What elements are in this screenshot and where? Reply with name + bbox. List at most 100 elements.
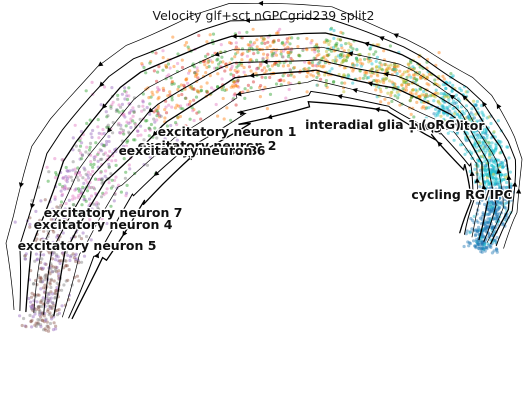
cell-point: [131, 119, 135, 123]
cell-point: [469, 120, 473, 125]
cell-point: [55, 226, 59, 230]
cell-point: [44, 262, 48, 266]
cell-point: [492, 130, 496, 134]
cell-point: [42, 320, 47, 324]
cell-point: [52, 247, 57, 251]
cell-point: [54, 173, 59, 177]
cell-point: [315, 64, 319, 68]
cell-point: [167, 73, 171, 77]
cell-point: [286, 50, 290, 54]
cell-point: [344, 58, 348, 62]
cell-point: [470, 218, 475, 222]
cell-point: [468, 230, 473, 234]
cell-point: [483, 202, 487, 206]
cell-point: [479, 127, 483, 131]
cell-point: [500, 160, 504, 164]
cell-point: [144, 71, 148, 75]
cell-point: [107, 139, 111, 144]
cell-point: [64, 178, 68, 182]
cell-point: [499, 193, 503, 197]
cell-point: [197, 110, 201, 114]
cell-point: [469, 135, 473, 139]
cell-point: [133, 138, 137, 142]
cell-point: [124, 144, 128, 148]
cell-point: [88, 118, 92, 122]
cell-point: [447, 98, 451, 102]
cell-point: [47, 313, 51, 317]
cell-point: [115, 108, 119, 112]
cell-point: [33, 246, 37, 251]
cell-point: [492, 165, 496, 169]
cell-point: [338, 53, 343, 57]
cell-point: [182, 83, 186, 87]
cell-point: [47, 326, 51, 330]
cell-point: [51, 228, 55, 232]
cell-point: [155, 79, 159, 83]
cell-point: [40, 312, 44, 316]
cell-point: [82, 195, 86, 199]
cell-point: [505, 145, 509, 149]
cell-point: [214, 102, 218, 107]
cell-point: [141, 100, 145, 104]
cell-point: [148, 128, 152, 132]
cell-point: [157, 88, 161, 92]
cell-point: [86, 173, 90, 177]
cell-point: [153, 126, 157, 130]
cell-point: [396, 96, 400, 100]
cell-point: [483, 229, 487, 233]
cell-point: [68, 169, 72, 173]
cell-point: [355, 56, 359, 60]
cell-point: [496, 207, 500, 211]
cell-point: [147, 134, 151, 138]
streamline-arrowhead: [496, 168, 502, 174]
cell-point: [332, 28, 336, 33]
cell-point: [79, 187, 83, 192]
cell-point: [102, 143, 106, 147]
cell-point: [345, 55, 350, 59]
cell-point: [504, 197, 508, 201]
cell-point: [305, 47, 309, 51]
cell-point: [96, 118, 100, 122]
cell-point: [119, 127, 123, 131]
cell-point: [328, 69, 332, 73]
cell-point: [116, 123, 120, 127]
cell-point: [90, 135, 94, 139]
cell-point: [454, 93, 458, 97]
cell-point: [375, 72, 379, 76]
cell-point: [442, 100, 446, 104]
cell-point: [101, 191, 105, 195]
cell-point: [63, 187, 67, 191]
cell-point: [121, 149, 125, 153]
cell-point: [248, 43, 252, 47]
cell-point: [264, 69, 268, 73]
cell-point: [77, 189, 81, 193]
cell-point: [88, 217, 92, 222]
cell-point: [327, 53, 331, 57]
cell-point: [82, 166, 86, 170]
cell-point: [40, 267, 44, 271]
cell-point: [483, 170, 487, 174]
cell-point: [467, 117, 471, 121]
cell-point: [71, 203, 75, 207]
cell-point: [498, 196, 502, 200]
cell-point: [206, 52, 210, 56]
cell-point: [404, 83, 408, 87]
cluster-label-excitatory-neuron-1: excitatory neuron 1: [158, 124, 297, 139]
cell-point: [46, 291, 50, 295]
cell-point: [255, 38, 259, 42]
cell-point: [489, 196, 493, 200]
cell-point: [61, 176, 65, 180]
cell-point: [274, 31, 279, 35]
cell-point: [307, 60, 311, 64]
cell-point: [88, 141, 93, 145]
cell-point: [454, 123, 458, 127]
cell-point: [488, 158, 492, 163]
cell-point: [488, 211, 492, 215]
cell-point: [409, 96, 413, 100]
cell-point: [33, 259, 37, 263]
cell-point: [455, 112, 459, 116]
cell-point: [48, 281, 52, 285]
cell-point: [474, 142, 478, 146]
cluster-label-excitatory-neuron-7: excitatory neuron 7: [44, 205, 183, 220]
cell-point: [442, 117, 446, 121]
